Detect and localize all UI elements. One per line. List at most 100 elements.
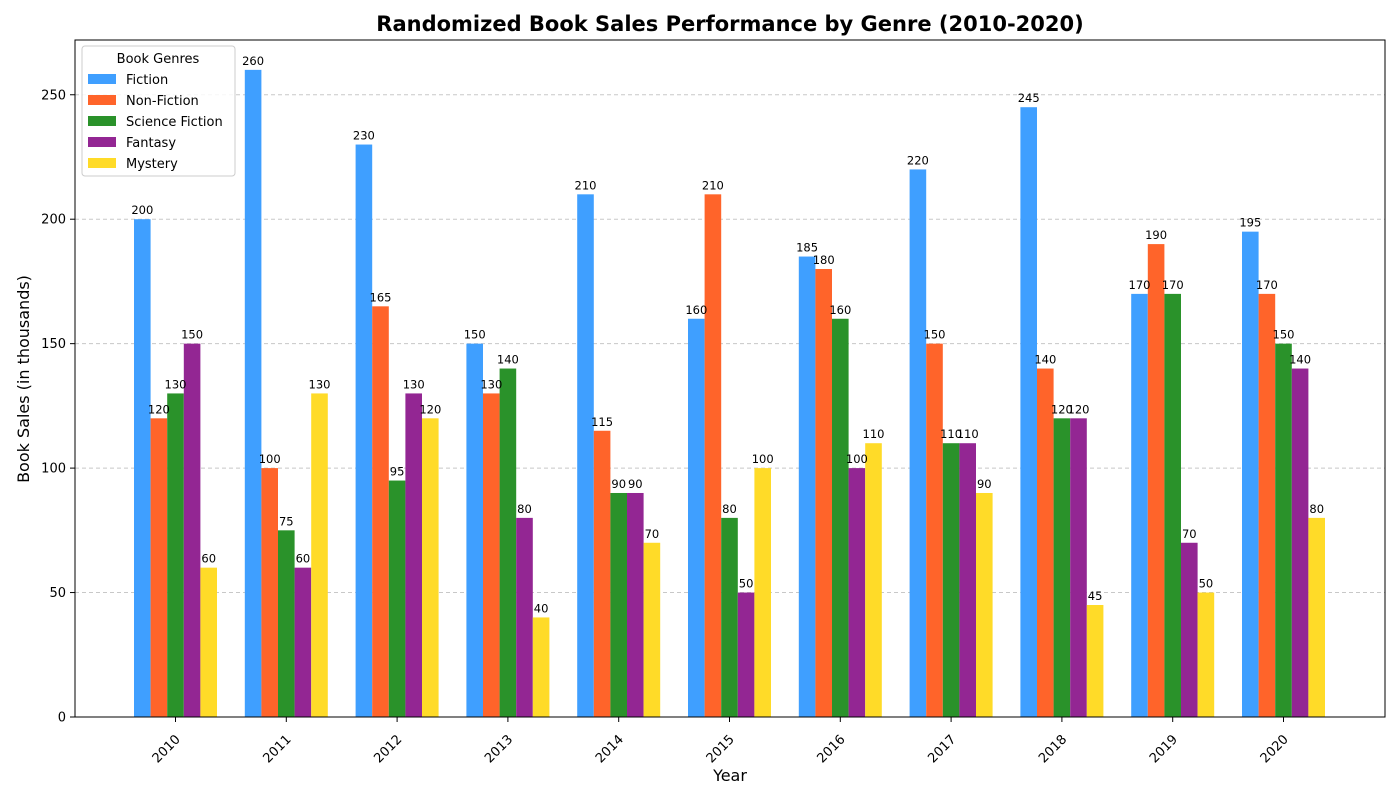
bar xyxy=(422,418,439,717)
legend-label: Mystery xyxy=(126,157,178,172)
bar xyxy=(200,567,217,717)
x-tick-label: 2018 xyxy=(1036,732,1070,766)
data-label: 120 xyxy=(419,402,441,416)
data-label: 70 xyxy=(645,527,660,541)
bar xyxy=(516,517,533,717)
data-label: 165 xyxy=(370,290,392,304)
data-label: 130 xyxy=(165,377,187,391)
y-tick-label: 0 xyxy=(58,711,66,726)
data-label: 115 xyxy=(591,415,613,429)
bar xyxy=(1037,368,1054,717)
data-label: 210 xyxy=(702,178,724,192)
bar xyxy=(372,306,389,717)
data-label: 50 xyxy=(1199,577,1214,591)
bar xyxy=(909,169,927,717)
data-label: 100 xyxy=(846,452,868,466)
x-tick-label: 2020 xyxy=(1258,732,1292,766)
data-label: 160 xyxy=(685,303,707,317)
data-label: 60 xyxy=(296,552,311,566)
data-label: 260 xyxy=(242,54,264,68)
data-label: 40 xyxy=(534,601,549,615)
bar xyxy=(976,492,993,717)
data-label: 100 xyxy=(752,452,774,466)
y-tick-label: 50 xyxy=(49,586,66,601)
bar xyxy=(1086,605,1104,717)
legend-swatch xyxy=(88,158,116,168)
bar xyxy=(532,617,550,717)
bar xyxy=(1131,293,1148,718)
bar xyxy=(1164,293,1181,718)
bars-group xyxy=(134,69,1325,718)
bar xyxy=(832,318,849,717)
data-label: 95 xyxy=(390,465,405,479)
data-label: 170 xyxy=(1129,278,1151,292)
data-label: 45 xyxy=(1088,589,1103,603)
data-label: 150 xyxy=(924,328,946,342)
bar xyxy=(754,468,771,717)
bar xyxy=(848,468,866,717)
data-label: 200 xyxy=(131,203,153,217)
bar xyxy=(798,256,816,717)
legend-swatch xyxy=(88,137,116,147)
bar xyxy=(1070,418,1087,717)
data-label: 230 xyxy=(353,129,375,143)
bar xyxy=(942,443,960,717)
legend-title: Book Genres xyxy=(117,52,200,67)
data-label: 90 xyxy=(611,477,626,491)
y-tick-label: 250 xyxy=(41,88,66,103)
bar xyxy=(466,343,483,717)
legend-label: Science Fiction xyxy=(126,115,223,130)
bar xyxy=(1197,592,1215,717)
bar xyxy=(1258,293,1276,718)
bar xyxy=(261,468,278,717)
bar xyxy=(405,393,422,717)
data-label: 80 xyxy=(517,502,532,516)
data-label: 210 xyxy=(575,178,597,192)
data-label: 180 xyxy=(813,253,835,267)
data-label: 90 xyxy=(977,477,992,491)
bar xyxy=(959,443,976,717)
data-label: 70 xyxy=(1182,527,1197,541)
data-label: 120 xyxy=(1051,402,1073,416)
bar xyxy=(704,194,722,717)
x-tick-label: 2013 xyxy=(482,732,516,766)
bar xyxy=(815,268,832,717)
bar xyxy=(688,318,705,717)
x-tick-label: 2010 xyxy=(150,732,184,766)
x-tick-label: 2014 xyxy=(593,732,627,766)
bar xyxy=(1308,517,1325,717)
bar xyxy=(721,517,738,717)
data-label: 140 xyxy=(1289,353,1311,367)
data-label: 140 xyxy=(1034,353,1056,367)
data-label: 130 xyxy=(480,377,502,391)
legend-box xyxy=(81,45,236,177)
bar xyxy=(1147,244,1165,717)
y-tick-label: 200 xyxy=(41,213,66,228)
x-tick-label: 2017 xyxy=(925,732,959,766)
data-label: 220 xyxy=(907,153,929,167)
data-label: 195 xyxy=(1239,216,1261,230)
y-tick-label: 150 xyxy=(41,337,66,352)
bar xyxy=(244,69,262,718)
x-tick-label: 2011 xyxy=(261,732,295,766)
data-label: 110 xyxy=(940,427,962,441)
data-label: 110 xyxy=(863,427,885,441)
data-label: 130 xyxy=(403,377,425,391)
data-label: 160 xyxy=(829,303,851,317)
data-labels-group: 200 260 230 150 210 160 185 220 245 170 195 120 100 1… xyxy=(131,54,1324,616)
bar xyxy=(1053,418,1071,717)
bar xyxy=(483,393,500,717)
bar xyxy=(1291,368,1309,717)
legend-label: Non-Fiction xyxy=(126,94,199,109)
x-axis-ticks: 2010 2011 2012 2013 2014 2015 2016 2017 2018 2019… xyxy=(150,717,1292,766)
data-label: 130 xyxy=(309,377,331,391)
bar xyxy=(926,343,943,717)
data-label: 185 xyxy=(796,241,818,255)
data-label: 245 xyxy=(1018,91,1040,105)
legend-label: Fantasy xyxy=(126,136,176,151)
bar xyxy=(278,530,295,717)
bar xyxy=(1275,343,1292,717)
data-label: 150 xyxy=(181,328,203,342)
data-label: 170 xyxy=(1162,278,1184,292)
